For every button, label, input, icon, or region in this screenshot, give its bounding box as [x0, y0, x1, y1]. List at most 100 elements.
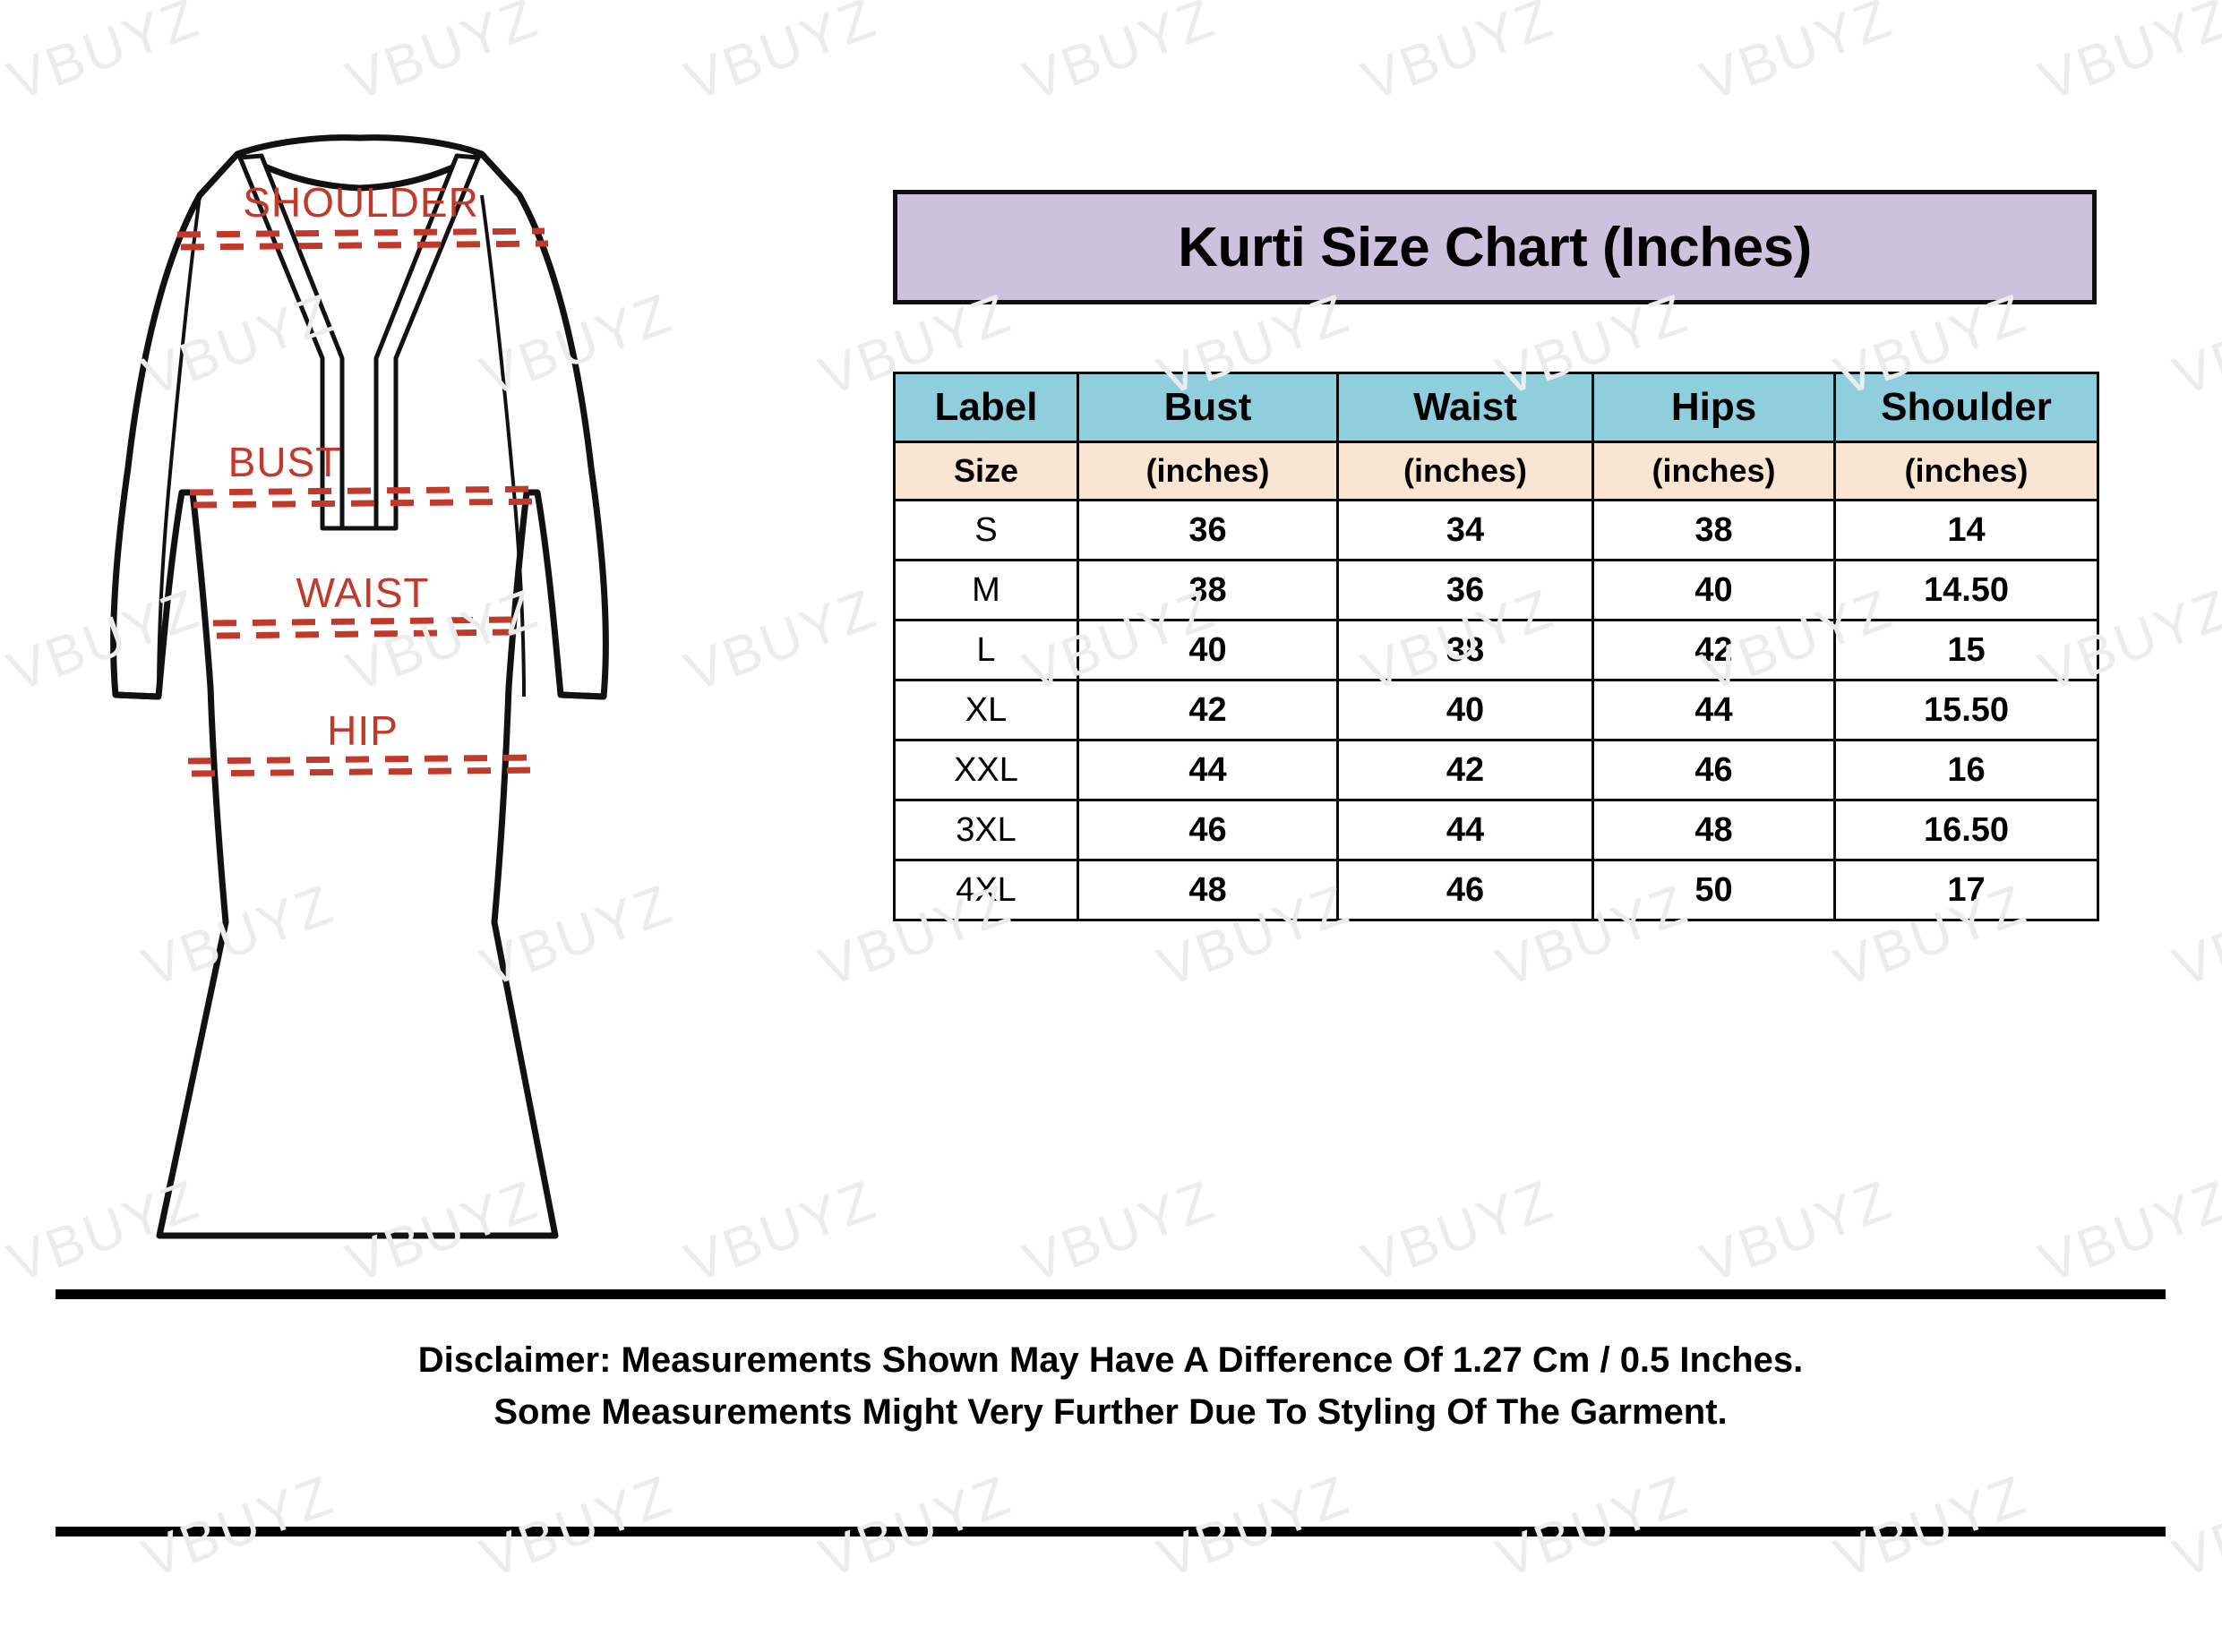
- subheader-waist-unit: (inches): [1336, 441, 1594, 501]
- watermark-text: VBUYZ: [1354, 0, 1563, 113]
- watermark-text: VBUYZ: [0, 0, 209, 113]
- cell-shoulder: 16.50: [1833, 799, 2099, 861]
- garment-illustration: SHOULDER BUST WAIST HIP: [54, 134, 788, 1263]
- cell-shoulder: 15.50: [1833, 679, 2099, 741]
- watermark-text: VBUYZ: [1016, 0, 1224, 113]
- cell-waist: 38: [1336, 619, 1594, 681]
- cell-shoulder: 17: [1833, 859, 2099, 921]
- cell-bust: 42: [1077, 679, 1339, 741]
- watermark-text: VBUYZ: [2166, 873, 2222, 999]
- chart-title-box: Kurti Size Chart (Inches): [893, 190, 2097, 304]
- header-waist: Waist: [1336, 372, 1594, 443]
- cell-waist: 44: [1336, 799, 1594, 861]
- bust-measure-line: [189, 485, 545, 496]
- cell-hips: 50: [1591, 859, 1836, 921]
- divider-top: [56, 1289, 2166, 1299]
- header-label: Label: [893, 372, 1079, 443]
- table-row: L 40 38 42 15: [893, 619, 2099, 681]
- cell-size: XXL: [893, 739, 1079, 801]
- table-header-row: Label Bust Waist Hips Shoulder: [893, 372, 2099, 443]
- kurti-body-outline: [110, 134, 609, 1239]
- cell-bust: 48: [1077, 859, 1339, 921]
- watermark-text: VBUYZ: [339, 0, 547, 113]
- header-hips: Hips: [1591, 372, 1836, 443]
- neckline: [236, 150, 484, 192]
- shoulder-measure-line-2: [180, 240, 549, 251]
- waist-label: WAIST: [296, 569, 430, 616]
- shoulder-measure-line: [176, 227, 545, 238]
- table-row: 4XL 48 46 50 17: [893, 859, 2099, 921]
- header-shoulder: Shoulder: [1833, 372, 2099, 443]
- bust-label: BUST: [228, 439, 342, 485]
- subheader-bust-unit: (inches): [1077, 441, 1339, 501]
- cell-waist: 40: [1336, 679, 1594, 741]
- table-row: 3XL 46 44 48 16.50: [893, 799, 2099, 861]
- cell-bust: 38: [1077, 559, 1339, 621]
- hip-label: HIP: [327, 707, 399, 754]
- watermark-text: VBUYZ: [2166, 282, 2222, 408]
- watermark-text: VBUYZ: [677, 0, 886, 113]
- disclaimer: Disclaimer: Measurements Shown May Have …: [56, 1334, 2166, 1438]
- watermark-text: VBUYZ: [1354, 1168, 1563, 1295]
- header-bust: Bust: [1077, 372, 1339, 443]
- cell-hips: 38: [1591, 499, 1836, 561]
- cell-bust: 36: [1077, 499, 1339, 561]
- cell-size: L: [893, 619, 1079, 681]
- watermark-text: VBUYZ: [1693, 1168, 1901, 1295]
- cell-hips: 48: [1591, 799, 1836, 861]
- watermark-text: VBUYZ: [1693, 0, 1901, 113]
- shoulder-label: SHOULDER: [243, 179, 479, 226]
- table-row: XL 42 40 44 15.50: [893, 679, 2099, 741]
- table-row: S 36 34 38 14: [893, 499, 2099, 561]
- divider-bottom: [56, 1527, 2166, 1536]
- cell-hips: 46: [1591, 739, 1836, 801]
- watermark-text: VBUYZ: [0, 282, 4, 408]
- watermark-text: VBUYZ: [2031, 1168, 2222, 1295]
- table-row: M 38 36 40 14.50: [893, 559, 2099, 621]
- table-subheader-row: Size (inches) (inches) (inches) (inches): [893, 441, 2099, 501]
- cell-size: 4XL: [893, 859, 1079, 921]
- cell-shoulder: 14.50: [1833, 559, 2099, 621]
- waist-measure-line: [212, 616, 513, 627]
- left-sleeve-seam: [157, 194, 202, 698]
- cell-size: S: [893, 499, 1079, 561]
- left-cuff: [115, 691, 159, 700]
- size-chart-table: Label Bust Waist Hips Shoulder Size (inc…: [893, 372, 2099, 921]
- cell-waist: 34: [1336, 499, 1594, 561]
- waist-measure-line-2: [216, 629, 517, 639]
- cell-shoulder: 15: [1833, 619, 2099, 681]
- cell-bust: 44: [1077, 739, 1339, 801]
- cell-shoulder: 14: [1833, 499, 2099, 561]
- watermark-text: VBUYZ: [2166, 1464, 2222, 1590]
- chart-title: Kurti Size Chart (Inches): [1178, 216, 1812, 278]
- subheader-hips-unit: (inches): [1591, 441, 1836, 501]
- cell-shoulder: 16: [1833, 739, 2099, 801]
- cell-size: M: [893, 559, 1079, 621]
- hip-measure-line: [187, 754, 538, 765]
- table-body: S 36 34 38 14 M 38 36 40 14.50 L 40 38 4…: [893, 499, 2099, 921]
- cell-bust: 46: [1077, 799, 1339, 861]
- right-cuff: [560, 691, 605, 700]
- cell-hips: 42: [1591, 619, 1836, 681]
- right-sleeve-seam: [480, 194, 526, 698]
- cell-waist: 42: [1336, 739, 1594, 801]
- disclaimer-line-1: Disclaimer: Measurements Shown May Have …: [417, 1340, 1804, 1380]
- watermark-text: VBUYZ: [0, 1464, 4, 1590]
- table-row: XXL 44 42 46 16: [893, 739, 2099, 801]
- cell-hips: 40: [1591, 559, 1836, 621]
- bust-measure-line-2: [193, 498, 549, 509]
- cell-size: XL: [893, 679, 1079, 741]
- cell-bust: 40: [1077, 619, 1339, 681]
- disclaimer-line-2: Some Measurements Might Very Further Due…: [493, 1392, 1728, 1432]
- hip-measure-line-2: [191, 766, 542, 777]
- cell-hips: 44: [1591, 679, 1836, 741]
- cell-waist: 46: [1336, 859, 1594, 921]
- subheader-size: Size: [893, 441, 1079, 501]
- watermark-text: VBUYZ: [0, 873, 4, 999]
- watermark-text: VBUYZ: [1016, 1168, 1224, 1295]
- cell-size: 3XL: [893, 799, 1079, 861]
- subheader-shoulder-unit: (inches): [1833, 441, 2099, 501]
- kurti-drawing-svg: SHOULDER BUST WAIST HIP: [110, 134, 609, 1239]
- watermark-text: VBUYZ: [2031, 0, 2222, 113]
